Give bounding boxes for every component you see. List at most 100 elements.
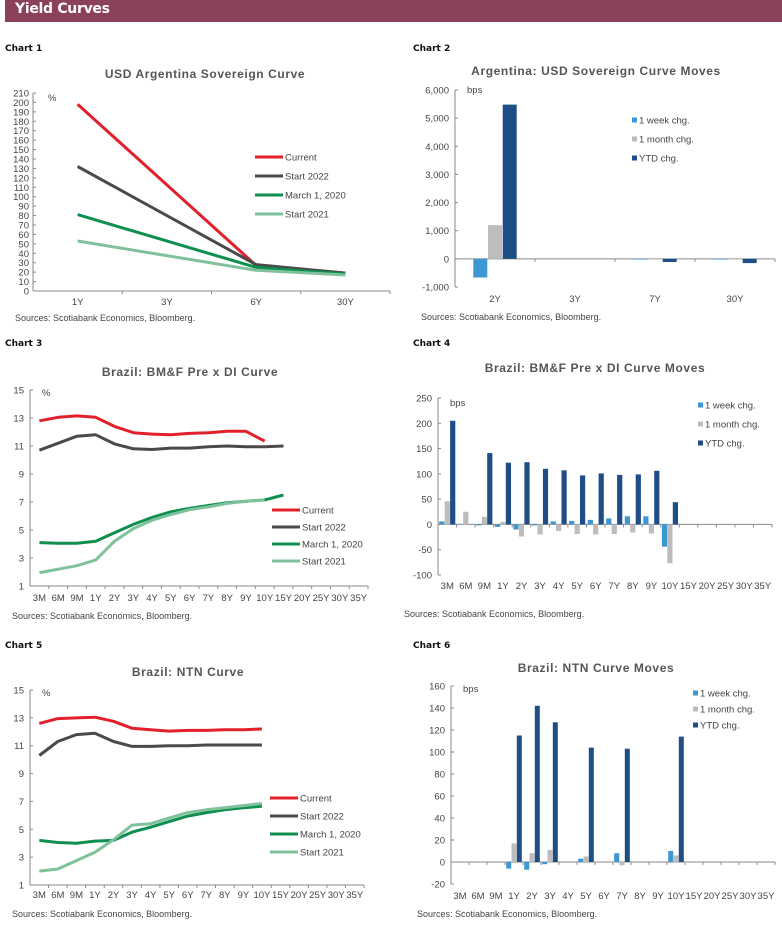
bar-ytd-chg-7y xyxy=(624,748,630,862)
x-tick-label: 3M xyxy=(33,890,46,901)
legend-label: March 1, 2020 xyxy=(302,540,363,551)
x-tick-label: 6Y xyxy=(184,593,196,604)
legend-swatch xyxy=(698,421,703,427)
y-tick-label: 0 xyxy=(440,858,445,869)
legend-swatch xyxy=(698,440,703,446)
x-tick-label: 35Y xyxy=(754,581,772,592)
bar-ytd-chg-8y xyxy=(635,474,641,525)
y-tick-label: 20 xyxy=(18,268,29,279)
y-tick-label: 7 xyxy=(19,498,24,509)
unit-label: % xyxy=(42,388,51,399)
x-tick-label: 1Y xyxy=(508,891,520,902)
y-tick-label: 50 xyxy=(18,239,29,250)
x-tick-label: 1Y xyxy=(72,297,84,308)
x-tick-label: 30Y xyxy=(328,890,346,901)
bar-ytd-chg-9y xyxy=(654,470,660,525)
x-tick-label: 8Y xyxy=(627,581,639,592)
y-tick-label: 80 xyxy=(18,211,29,222)
x-tick-label: 30Y xyxy=(727,294,745,305)
x-tick-label: 25Y xyxy=(722,891,740,902)
chart-title: USD Argentina Sovereign Curve xyxy=(105,67,305,81)
y-tick-label: 180 xyxy=(13,117,29,128)
y-tick-label: 100 xyxy=(416,469,432,480)
bar-1-month-chg-2y xyxy=(518,524,525,537)
legend-swatch xyxy=(632,155,637,161)
x-tick-label: 1Y xyxy=(497,581,509,592)
x-tick-label: 35Y xyxy=(350,593,368,604)
y-tick-label: 1 xyxy=(19,881,24,892)
x-tick-label: 30Y xyxy=(736,581,754,592)
x-tick-label: 4Y xyxy=(146,593,158,604)
series-line-march-1-2020 xyxy=(39,804,263,845)
y-tick-label: 160 xyxy=(13,136,29,147)
legend-label: YTD chg. xyxy=(700,721,740,732)
bar-ytd-chg-3y xyxy=(552,722,558,862)
bar-1-week-chg-7y xyxy=(614,853,620,862)
x-tick-label: 2Y xyxy=(109,593,121,604)
bar-1-week-chg-1y xyxy=(506,862,512,869)
x-tick-label: 10Y xyxy=(253,890,271,901)
chart-title: Brazil: NTN Curve Moves xyxy=(518,661,675,675)
x-tick-label: 20Y xyxy=(704,891,722,902)
y-tick-label: 9 xyxy=(19,769,24,780)
y-tick-label: 30 xyxy=(18,258,29,269)
legend-swatch xyxy=(632,117,637,123)
series-line-march-1-2020 xyxy=(77,213,346,276)
x-tick-label: 8Y xyxy=(219,890,231,901)
x-tick-label: 15Y xyxy=(272,890,290,901)
x-tick-label: 9Y xyxy=(646,581,658,592)
y-tick-label: 13 xyxy=(13,414,24,425)
x-tick-label: 1Y xyxy=(89,890,101,901)
x-tick-label: 9M xyxy=(489,891,502,902)
y-tick-label: 190 xyxy=(13,107,29,118)
bar-1-month-chg-3m xyxy=(444,501,450,525)
bar-1-week-chg-3m xyxy=(439,521,445,525)
y-tick-label: 11 xyxy=(14,741,24,752)
x-tick-label: 3M xyxy=(33,593,46,604)
y-tick-label: -50 xyxy=(418,545,432,556)
y-tick-label: 100 xyxy=(429,748,445,759)
bar-ytd-chg-3m xyxy=(450,420,456,525)
bar-1-week-chg-4y xyxy=(550,521,556,525)
bar-1-month-chg-7y xyxy=(611,524,617,534)
x-tick-label: 6M xyxy=(471,891,484,902)
legend-label: YTD chg. xyxy=(639,154,679,165)
y-tick-label: 5 xyxy=(19,825,24,836)
y-tick-label: 120 xyxy=(429,726,445,737)
bar-1-week-chg-6m xyxy=(457,523,463,525)
bar-1-week-chg-10y xyxy=(661,524,668,547)
x-tick-label: 3M xyxy=(441,581,454,592)
x-tick-label: 6M xyxy=(459,581,472,592)
bar-ytd-chg-30y xyxy=(742,258,757,264)
y-tick-label: -100 xyxy=(413,571,432,582)
legend-label: 1 month chg. xyxy=(705,420,760,431)
series-line-start-2022 xyxy=(38,731,262,757)
bar-1-month-chg-6y xyxy=(593,524,599,535)
bar-1-month-chg-7y xyxy=(648,258,662,260)
source-note: Sources: Scotiabank Economics, Bloomberg… xyxy=(421,312,601,322)
y-tick-label: 1,000 xyxy=(425,226,449,237)
x-tick-label: 7Y xyxy=(608,581,620,592)
legend-label: Current xyxy=(300,794,332,805)
y-tick-label: 100 xyxy=(13,192,29,203)
bar-1-month-chg-9m xyxy=(481,516,487,525)
unit-label: bps xyxy=(450,398,466,409)
x-tick-label: 5Y xyxy=(571,581,583,592)
legend-label: YTD chg. xyxy=(705,439,745,450)
bar-1-month-chg-3y xyxy=(537,524,543,535)
y-tick-label: 10 xyxy=(18,277,29,288)
x-tick-label: 35Y xyxy=(346,890,364,901)
y-tick-label: 3,000 xyxy=(425,170,449,181)
x-tick-label: 9Y xyxy=(652,891,664,902)
x-tick-label: 7Y xyxy=(203,593,215,604)
legend-label: Start 2021 xyxy=(302,557,346,568)
bar-ytd-chg-2y xyxy=(534,705,540,862)
bar-ytd-chg-2y xyxy=(502,104,517,259)
x-tick-label: 2Y xyxy=(489,294,501,305)
x-tick-label: 15Y xyxy=(686,891,704,902)
y-tick-label: 9 xyxy=(19,470,24,481)
x-tick-label: 1Y xyxy=(90,593,102,604)
legend-label: 1 week chg. xyxy=(705,401,756,412)
